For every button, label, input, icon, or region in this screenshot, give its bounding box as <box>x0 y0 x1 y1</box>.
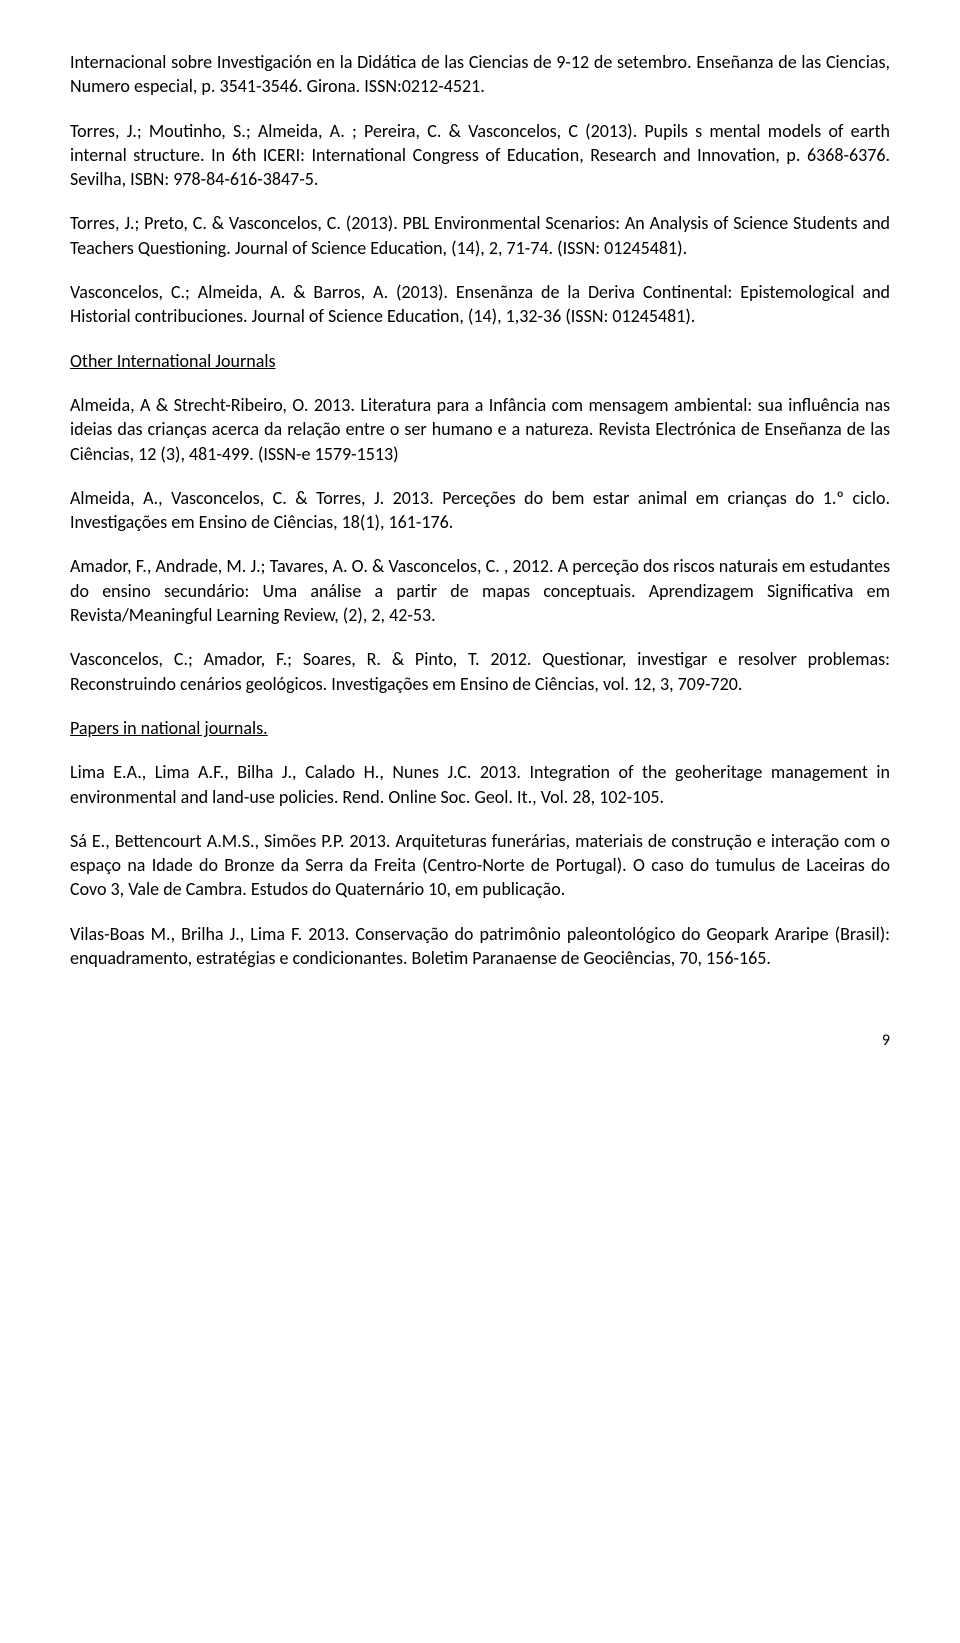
reference-paragraph: Amador, F., Andrade, M. J.; Tavares, A. … <box>70 554 890 627</box>
reference-paragraph: Vilas-Boas M., Brilha J., Lima F. 2013. … <box>70 922 890 971</box>
section-heading-national-journals: Papers in national journals. <box>70 716 890 740</box>
reference-paragraph: Sá E., Bettencourt A.M.S., Simões P.P. 2… <box>70 829 890 902</box>
reference-paragraph: Vasconcelos, C.; Amador, F.; Soares, R. … <box>70 647 890 696</box>
reference-paragraph: Lima E.A., Lima A.F., Bilha J., Calado H… <box>70 760 890 809</box>
reference-paragraph: Almeida, A & Strecht-Ribeiro, O. 2013. L… <box>70 393 890 466</box>
section-heading-other-international: Other International Journals <box>70 349 890 373</box>
reference-paragraph: Torres, J.; Preto, C. & Vasconcelos, C. … <box>70 211 890 260</box>
reference-paragraph: Torres, J.; Moutinho, S.; Almeida, A. ; … <box>70 119 890 192</box>
reference-paragraph: Internacional sobre Investigación en la … <box>70 50 890 99</box>
page-number: 9 <box>70 1030 890 1052</box>
reference-paragraph: Almeida, A., Vasconcelos, C. & Torres, J… <box>70 486 890 535</box>
reference-paragraph: Vasconcelos, C.; Almeida, A. & Barros, A… <box>70 280 890 329</box>
